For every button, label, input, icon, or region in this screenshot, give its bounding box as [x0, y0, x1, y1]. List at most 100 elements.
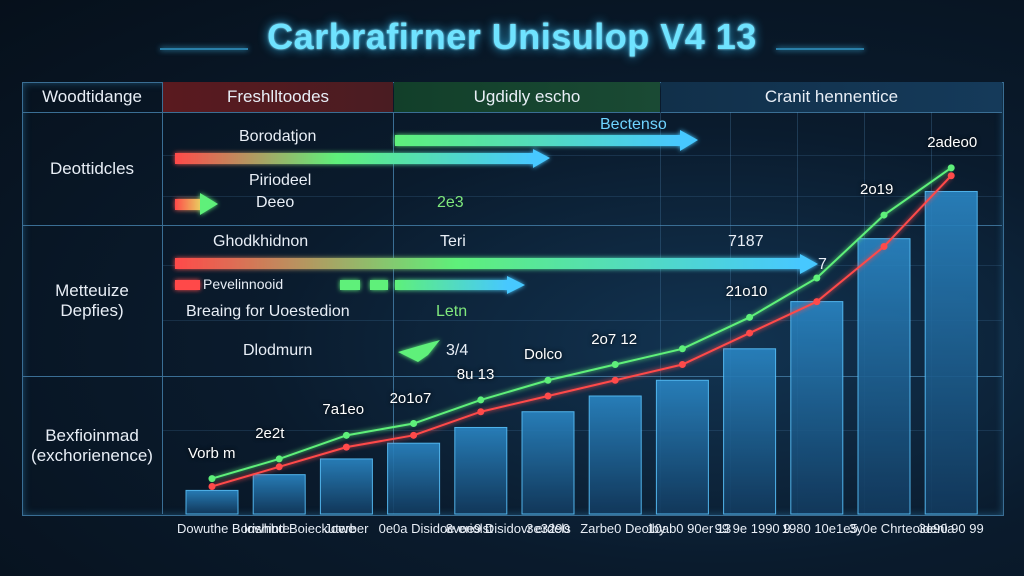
- series-line: [211, 175, 952, 488]
- arrow-segment: [175, 280, 200, 290]
- series-point: [880, 243, 888, 251]
- series-point: [611, 376, 619, 384]
- data-label: Vorb m: [188, 444, 236, 462]
- data-label: 2o19: [860, 181, 894, 199]
- series-point: [947, 164, 955, 172]
- bar: [655, 379, 709, 515]
- x-tick-label: 8voe9 Disidovr erdels: [445, 521, 571, 536]
- annotation-text: Ghodkhidnon: [213, 233, 309, 250]
- series-point: [410, 431, 418, 439]
- chart-title: Carbrafirner Unisulop V4 13: [267, 16, 757, 57]
- title-area: Carbrafirner Unisulop V4 13: [0, 12, 1024, 62]
- header-col-1-label: Freshlltoodes: [226, 87, 330, 106]
- series-point: [342, 443, 350, 451]
- header-col-3: Cranit hennentice: [661, 82, 1002, 113]
- header-col-2-label: Ugdidly escho: [473, 87, 581, 106]
- series-point: [746, 313, 754, 321]
- arrow-bar: [395, 280, 507, 290]
- header-col-3-label: Cranit hennentice: [764, 87, 899, 106]
- x-tick-label: 3y0e Chrteoidenia: [849, 521, 955, 536]
- bar: [454, 426, 508, 515]
- arrow-head: [398, 340, 440, 362]
- annotation-text: Dlodmurn: [243, 342, 313, 359]
- title-divider-right: [776, 48, 864, 50]
- x-tick-label: 99 9e 1990 9: [714, 521, 791, 536]
- annotation-text: Piriodeel: [249, 172, 312, 189]
- data-label: 21o10: [725, 283, 768, 301]
- grid-line-h: [163, 196, 1002, 197]
- x-tick-label: 0e0a Disidoe eriolst: [378, 521, 493, 536]
- x-tick-label: Joerber: [324, 521, 369, 536]
- data-label: 2adeo0: [927, 133, 978, 151]
- grid-line-h: [163, 320, 1002, 321]
- bar: [319, 458, 373, 515]
- series-point: [477, 396, 485, 404]
- annotation-text: Deeo: [256, 194, 295, 211]
- lines-group: [208, 164, 955, 490]
- x-tick-label: Dowuthe Borishinte: [177, 521, 290, 536]
- arrow-segment: [370, 280, 388, 290]
- x-tick-label: 10ab0 90er 13: [647, 521, 732, 536]
- row-label-3: Bexfioinmad (exchorienence): [22, 377, 163, 514]
- data-label: 2o1o7: [389, 389, 432, 407]
- series-point: [208, 482, 216, 490]
- grid-line-v: [660, 112, 661, 514]
- x-tick-label: lowhbd Boieckutwe: [244, 521, 356, 536]
- grid-line-v: [730, 112, 731, 514]
- row-label-1-text: Deottidcles: [49, 159, 135, 178]
- annotation-text: 2e3: [437, 194, 464, 211]
- bar: [521, 411, 575, 515]
- series-point: [746, 329, 754, 337]
- annotation-text: 7187: [728, 233, 764, 250]
- series-point: [611, 361, 619, 369]
- annotation-text: 7: [818, 256, 827, 273]
- column-divider-1: [393, 112, 394, 514]
- series-point: [275, 463, 283, 471]
- arrow-head: [200, 193, 218, 215]
- series-point: [342, 431, 350, 439]
- data-label: 2e2t: [255, 424, 285, 442]
- series-point: [544, 376, 552, 384]
- bar: [185, 489, 239, 515]
- x-tick-label: 3e90 90 99: [918, 521, 984, 536]
- bar: [588, 395, 642, 515]
- series-point: [813, 274, 821, 282]
- annotation-text: Pevelinnooid: [203, 276, 284, 292]
- annotation-text: Borodatjon: [239, 128, 317, 145]
- arrow-bar: [175, 153, 533, 164]
- bar: [924, 190, 978, 515]
- bar: [857, 238, 911, 515]
- series-point: [477, 408, 485, 416]
- arrow-head: [680, 130, 698, 151]
- data-label: Dolco: [524, 346, 563, 364]
- series-point: [880, 211, 888, 219]
- arrow-bar: [175, 258, 800, 269]
- arrow-head: [533, 149, 550, 168]
- header-col-0: Woodtidange: [22, 82, 163, 113]
- data-label: 2o7 12: [591, 330, 638, 348]
- arrow-segment: [340, 280, 360, 290]
- row-label-3-text: Bexfioinmad (exchorienence): [31, 425, 153, 465]
- series-point: [947, 172, 955, 180]
- grid-line-h: [163, 430, 1002, 431]
- data-label: 7a1eo: [322, 401, 365, 419]
- x-tick-label: 1980 10e1e5: [781, 521, 858, 536]
- header-col-1: Freshlltoodes: [163, 82, 393, 113]
- arrow-head: [507, 276, 525, 294]
- data-label: 8u 13: [456, 365, 495, 383]
- annotation-text: Letn: [436, 303, 468, 320]
- arrow-bar: [175, 199, 201, 210]
- row-label-2-text: Metteuize Depfies): [55, 281, 129, 320]
- series-point: [678, 345, 686, 353]
- header-col-0-label: Woodtidange: [42, 87, 142, 106]
- series-point: [544, 392, 552, 400]
- x-tick-label: Zarbe0 Deolby: [580, 521, 666, 536]
- header-col-2: Ugdidly escho: [394, 82, 660, 113]
- bar: [790, 301, 844, 515]
- series-point: [208, 475, 216, 483]
- arrow-bar: [395, 135, 680, 146]
- series-point: [275, 455, 283, 463]
- annotation-text: 3/4: [446, 342, 469, 359]
- bars-group: [185, 190, 978, 515]
